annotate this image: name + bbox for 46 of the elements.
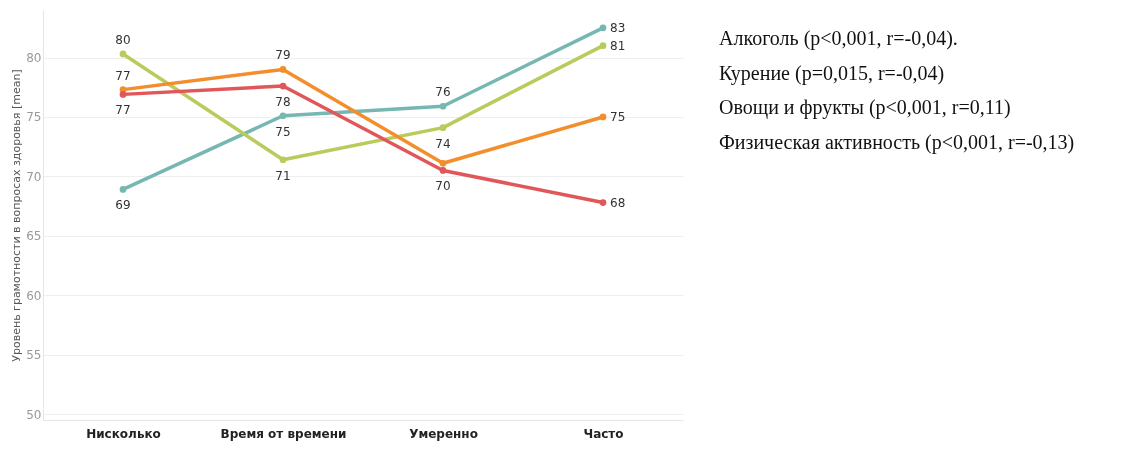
data-label: 76: [435, 85, 451, 100]
data-label: 77: [115, 103, 131, 118]
data-label: 75: [275, 124, 291, 139]
data-label: 74: [435, 136, 451, 151]
y-tick-label: 50: [26, 407, 42, 422]
point: [279, 112, 287, 120]
text: Овощи и фрукты (p<0,001, r=0,11): [719, 96, 1011, 120]
y-tick-label: 55: [26, 348, 42, 363]
data-label: 77: [115, 68, 131, 83]
point: [279, 82, 287, 90]
x-tick-label: Нисколько: [86, 426, 161, 441]
point: [599, 42, 607, 49]
data-label: 78: [275, 95, 291, 110]
y-tick-label: 65: [26, 229, 42, 244]
data-label: 83: [610, 20, 626, 35]
point: [119, 186, 127, 193]
x-tick-label: Умеренно: [409, 426, 478, 441]
text: Курение (p=0,015, r=-0,04): [719, 61, 945, 85]
point: [599, 199, 607, 206]
data-label: 68: [610, 195, 626, 210]
point: [439, 159, 447, 167]
data-label: 79: [275, 48, 291, 63]
y-tick-label: 80: [26, 51, 42, 66]
point: [439, 102, 447, 110]
point: [439, 124, 447, 131]
y-tick-label: 60: [26, 288, 42, 303]
text: Алкоголь (p<0,001, r=-0,04).: [719, 27, 958, 51]
x-tick-label: Часто: [583, 426, 624, 441]
x-tick-label: Время от времени: [220, 426, 347, 441]
point: [119, 50, 127, 58]
y-axis-title: Уровень грамотности в вопросах здоровья [mean]: [10, 69, 24, 362]
data-label: 81: [610, 38, 626, 53]
point: [599, 24, 607, 32]
point: [279, 156, 287, 164]
text: Физическая активность (p<0,001, r=-0,13): [719, 130, 1075, 154]
data-label: 69: [115, 198, 131, 213]
data-label: 71: [275, 168, 291, 183]
data-label: 80: [115, 32, 131, 47]
point: [599, 113, 607, 121]
point: [439, 167, 447, 174]
point: [119, 91, 127, 98]
y-tick-label: 70: [26, 169, 42, 184]
data-label: 75: [610, 109, 626, 124]
data-label: 70: [435, 179, 451, 194]
y-tick-label: 75: [26, 110, 42, 125]
point: [279, 66, 287, 73]
